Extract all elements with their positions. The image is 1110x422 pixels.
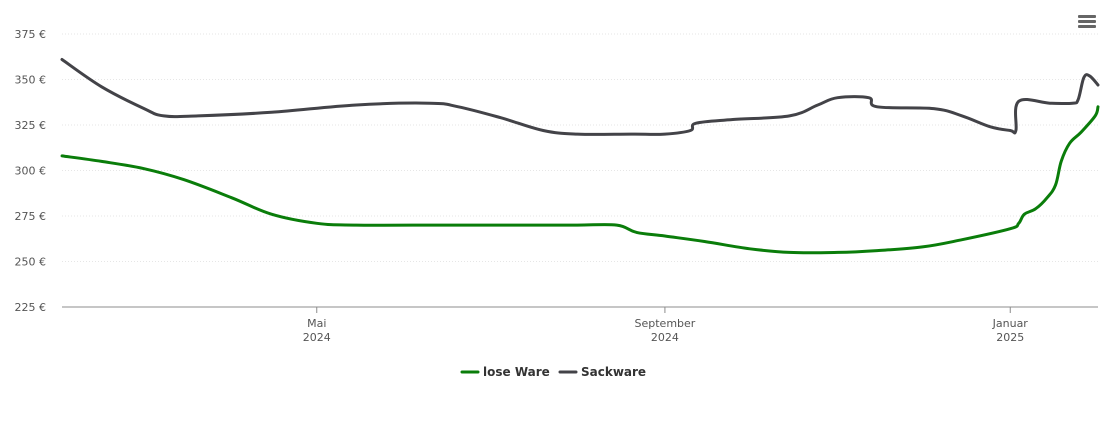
y-tick-label: 300 € bbox=[15, 165, 47, 178]
series-layer bbox=[60, 58, 1100, 255]
y-tick-label: 225 € bbox=[15, 301, 47, 314]
series-line-sackware[interactable] bbox=[60, 58, 1100, 136]
y-axis: 225 € 250 € 275 € 300 € 325 € 350 € 375 € bbox=[15, 28, 47, 314]
series-line-lose-ware[interactable] bbox=[60, 105, 1100, 255]
y-tick-label: 375 € bbox=[15, 28, 47, 41]
grid-lines bbox=[62, 33, 1098, 262]
x-tick-label-year: 2024 bbox=[651, 331, 679, 344]
legend-item-sackware[interactable]: Sackware bbox=[558, 365, 646, 379]
legend-item-lose-ware[interactable]: lose Ware bbox=[460, 365, 550, 379]
legend: lose Ware Sackware bbox=[460, 365, 646, 379]
x-tick-label-year: 2025 bbox=[996, 331, 1024, 344]
hamburger-menu-icon bbox=[1078, 15, 1096, 28]
x-tick-label-month: September bbox=[635, 317, 696, 330]
legend-label: lose Ware bbox=[483, 365, 550, 379]
y-tick-label: 250 € bbox=[15, 256, 47, 269]
y-tick-label: 350 € bbox=[15, 74, 47, 87]
x-tick-label-month: Mai bbox=[307, 317, 326, 330]
y-tick-label: 275 € bbox=[15, 210, 47, 223]
y-tick-label: 325 € bbox=[15, 119, 47, 132]
x-tick-label-month: Januar bbox=[992, 317, 1029, 330]
legend-label: Sackware bbox=[581, 365, 646, 379]
chart-menu-button[interactable] bbox=[1074, 9, 1098, 31]
x-tick-label-year: 2024 bbox=[303, 331, 331, 344]
